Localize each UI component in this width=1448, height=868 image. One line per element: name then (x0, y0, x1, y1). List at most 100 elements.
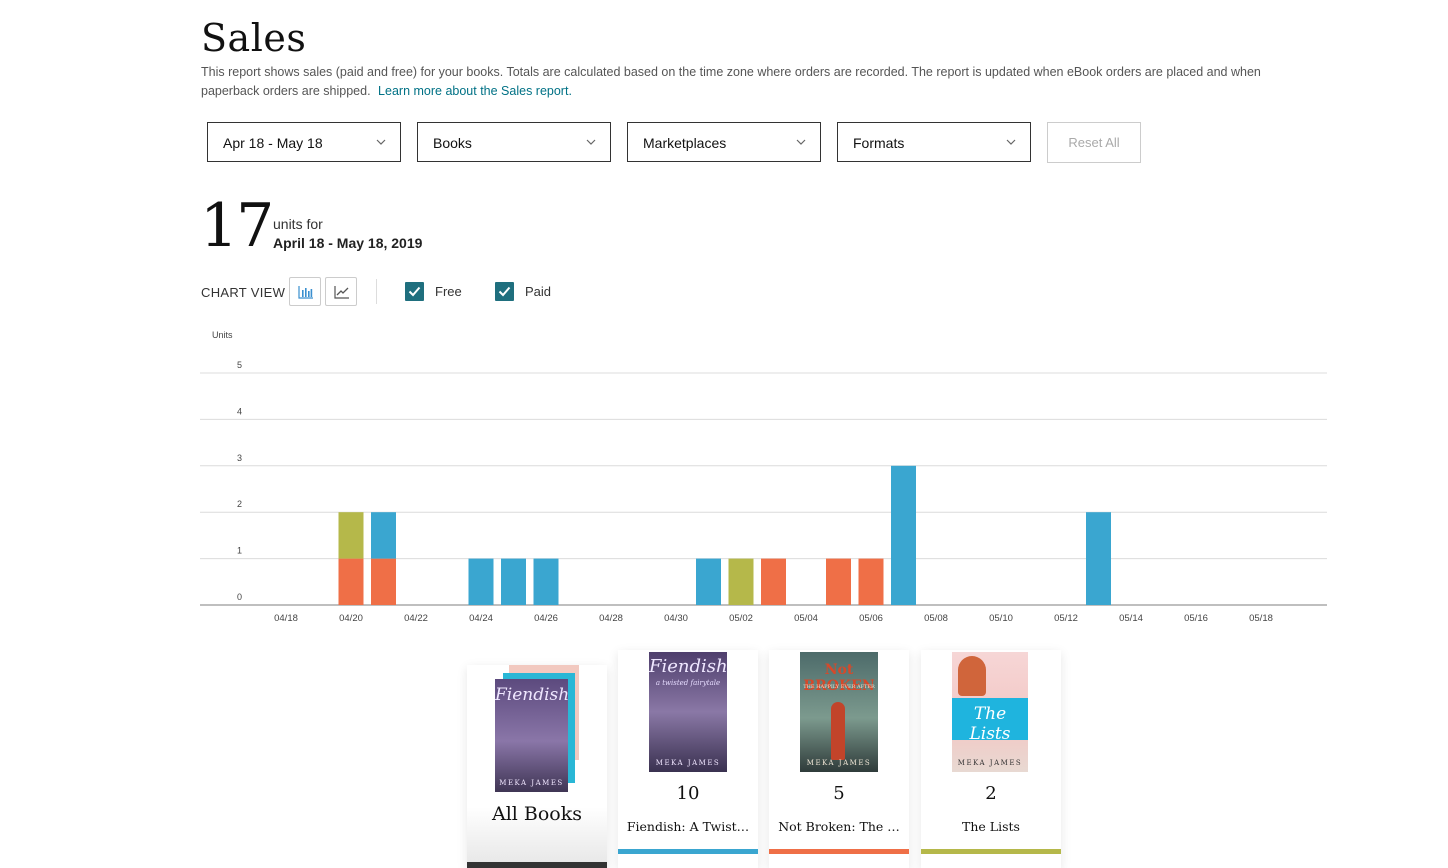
free-label: Free (435, 284, 462, 299)
books-value: Books (433, 135, 472, 151)
all-books-indicator (467, 862, 607, 868)
y-tick-label: 1 (237, 546, 242, 556)
book-color-indicator (921, 849, 1061, 854)
y-tick-label: 4 (237, 406, 242, 416)
x-tick-label: 05/12 (1054, 613, 1078, 624)
x-tick-label: 05/16 (1184, 613, 1208, 624)
chart-bar (338, 512, 364, 559)
chart-bar (501, 558, 526, 605)
cover-title: Not BROKEN (803, 662, 875, 694)
x-tick-label: 05/10 (989, 613, 1013, 624)
book-name: Not Broken: The … (778, 819, 900, 834)
x-tick-label: 04/28 (599, 613, 623, 624)
book-card-the-lists[interactable]: The Lists MEKA JAMES 2 The Lists (921, 650, 1061, 868)
page-title: Sales (201, 16, 307, 60)
chevron-down-icon (586, 139, 596, 145)
books-dropdown[interactable]: Books (417, 122, 611, 162)
book-count: 2 (985, 783, 997, 804)
all-books-label: All Books (491, 803, 583, 825)
book-color-indicator (618, 849, 758, 854)
cover-author: MEKA JAMES (806, 759, 872, 767)
units-for-label: units for (273, 216, 323, 232)
book-cover-front: Fiendish MEKA JAMES (495, 679, 568, 792)
bar-chart-icon (298, 286, 313, 299)
book-name: Fiendish: A Twist… (626, 819, 750, 834)
date-range-dropdown[interactable]: Apr 18 - May 18 (207, 122, 401, 162)
y-tick-label: 0 (237, 592, 242, 602)
summary-date-range: April 18 - May 18, 2019 (273, 235, 423, 251)
marketplaces-dropdown[interactable]: Marketplaces (627, 122, 821, 162)
x-tick-label: 05/04 (794, 613, 818, 624)
free-checkbox[interactable] (405, 282, 424, 301)
chart-bar (1086, 512, 1111, 605)
book-cover-the-lists: The Lists MEKA JAMES (952, 652, 1028, 772)
x-tick-label: 05/02 (729, 613, 753, 624)
chevron-down-icon (796, 139, 806, 145)
cover-subtitle: a twisted fairytale (655, 679, 721, 687)
x-tick-label: 05/06 (859, 613, 883, 624)
chevron-down-icon (376, 139, 386, 145)
cover-title: Fiendish (649, 656, 727, 677)
y-tick-label: 2 (237, 499, 242, 509)
cover-author: MEKA JAMES (957, 759, 1023, 767)
chart-bar (761, 558, 786, 605)
x-tick-label: 05/14 (1119, 613, 1143, 624)
x-tick-label: 04/22 (404, 613, 428, 624)
y-axis-label: Units (212, 330, 233, 340)
paid-label: Paid (525, 284, 552, 299)
chart-bar (468, 558, 494, 605)
sales-bar-chart: Units 0 1 2 3 4 5 04/18 04/20 04/22 04/24 04/26 04/2… (200, 330, 1327, 624)
book-count: 10 (676, 783, 700, 804)
book-card-not-broken[interactable]: Not BROKEN THE HAPPILY EVER AFTER MEKA J… (769, 650, 909, 868)
cover-figure-hair (958, 656, 986, 696)
x-tick-label: 05/18 (1249, 613, 1273, 624)
all-books-card[interactable]: Fiendish MEKA JAMES All Books (467, 665, 607, 868)
chart-bar (371, 558, 396, 605)
x-tick-label: 04/18 (274, 613, 298, 624)
chart-bar (338, 558, 364, 605)
checkmark-icon (408, 286, 421, 297)
date-range-value: Apr 18 - May 18 (223, 135, 323, 151)
book-card-fiendish[interactable]: Fiendish a twisted fairytale MEKA JAMES … (618, 650, 758, 868)
chart-bar (371, 512, 396, 559)
book-cover-fiendish: Fiendish a twisted fairytale MEKA JAMES (649, 652, 727, 772)
chevron-down-icon (1006, 139, 1016, 145)
chart-view-label: CHART VIEW (201, 285, 286, 300)
line-chart-icon (334, 286, 349, 299)
marketplaces-value: Marketplaces (643, 135, 727, 151)
y-tick-label: 3 (237, 453, 242, 463)
book-name: The Lists (962, 819, 1020, 834)
cover-subtitle: THE HAPPILY EVER AFTER (803, 684, 875, 690)
learn-more-link[interactable]: Learn more about the Sales report. (378, 84, 572, 98)
page-description: This report shows sales (paid and free) … (201, 63, 1311, 101)
chart-bar (858, 558, 884, 605)
book-color-indicator (769, 849, 909, 854)
reset-all-button[interactable]: Reset All (1047, 122, 1141, 163)
formats-value: Formats (853, 135, 905, 151)
chart-bar (533, 558, 559, 605)
y-tick-label: 5 (237, 360, 242, 370)
paid-checkbox[interactable] (495, 282, 514, 301)
x-tick-label: 04/24 (469, 613, 493, 624)
chart-bar (728, 558, 754, 605)
total-units: 17 (200, 191, 274, 261)
x-tick-label: 04/26 (534, 613, 558, 624)
bar-chart-view-button[interactable] (289, 277, 321, 306)
x-tick-label: 04/20 (339, 613, 363, 624)
book-cover-not-broken: Not BROKEN THE HAPPILY EVER AFTER MEKA J… (800, 652, 878, 772)
chart-bar (891, 465, 916, 605)
line-chart-view-button[interactable] (325, 277, 357, 306)
book-count: 5 (833, 783, 845, 804)
description-text: This report shows sales (paid and free) … (201, 65, 1261, 98)
chart-bar (826, 558, 851, 605)
x-tick-label: 04/30 (664, 613, 688, 624)
formats-dropdown[interactable]: Formats (837, 122, 1031, 162)
cover-figure (831, 702, 845, 760)
cover-author: MEKA JAMES (655, 759, 721, 767)
cover-title: The Lists (969, 704, 1011, 744)
cover-band (952, 698, 1028, 740)
cover-author: MEKA JAMES (499, 779, 564, 787)
controls-divider (376, 279, 377, 304)
cover-title: Fiendish (495, 685, 568, 705)
chart-bar (696, 558, 721, 605)
